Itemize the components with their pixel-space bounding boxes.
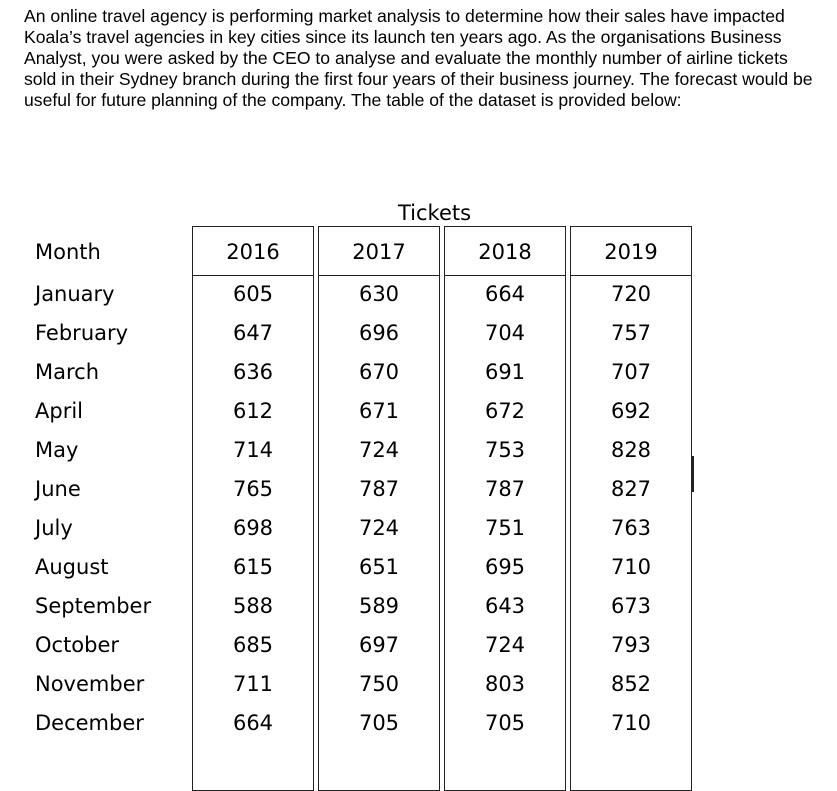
tickets-table: 2016 605 647 636 612 714 765 698 615 588… (192, 226, 692, 791)
ticket-value: 705 (358, 711, 400, 735)
table-title: Tickets (398, 201, 472, 225)
month-label: January (35, 282, 115, 306)
ticket-value: 765 (232, 477, 274, 501)
ticket-value: 710 (610, 555, 652, 579)
year-header: 2016 (192, 226, 314, 276)
year-column-2019: 2019 720 757 707 692 828 827 763 710 673… (570, 226, 692, 791)
ticket-value: 643 (484, 594, 526, 618)
year-column-2017: 2017 630 696 670 671 724 787 724 651 589… (318, 226, 440, 791)
ticket-value: 664 (484, 282, 526, 306)
intro-paragraph: An online travel agency is performing ma… (24, 6, 813, 110)
month-label: February (35, 321, 129, 345)
ticket-value: 698 (232, 516, 274, 540)
month-label: May (35, 438, 79, 462)
year-column-2016: 2016 605 647 636 612 714 765 698 615 588… (192, 226, 314, 791)
ticket-value: 753 (484, 438, 526, 462)
ticket-value: 803 (484, 672, 526, 696)
ticket-value: 647 (232, 321, 274, 345)
ticket-value: 852 (610, 672, 652, 696)
ticket-value: 705 (484, 711, 526, 735)
month-label: March (35, 360, 100, 384)
ticket-value: 707 (610, 360, 652, 384)
month-label: December (35, 711, 144, 735)
ticket-value: 589 (358, 594, 400, 618)
ticket-value: 710 (610, 711, 652, 735)
ticket-value: 720 (610, 282, 652, 306)
ticket-value: 751 (484, 516, 526, 540)
month-label: September (35, 594, 152, 618)
year-values: 630 696 670 671 724 787 724 651 589 697 … (318, 276, 440, 791)
ticket-value: 697 (358, 633, 400, 657)
month-column-header: Month (35, 240, 101, 264)
year-header: 2019 (570, 226, 692, 276)
ticket-value: 787 (484, 477, 526, 501)
year-column-2018: 2018 664 704 691 672 753 787 751 695 643… (444, 226, 566, 791)
ticket-value: 704 (484, 321, 526, 345)
ticket-value: 724 (484, 633, 526, 657)
ticket-value: 757 (610, 321, 652, 345)
year-values: 720 757 707 692 828 827 763 710 673 793 … (570, 276, 692, 791)
ticket-value: 588 (232, 594, 274, 618)
month-label: April (35, 399, 83, 423)
ticket-value: 787 (358, 477, 400, 501)
month-label: August (35, 555, 109, 579)
year-values: 664 704 691 672 753 787 751 695 643 724 … (444, 276, 566, 791)
ticket-value: 612 (232, 399, 274, 423)
ticket-value: 685 (232, 633, 274, 657)
month-label: June (35, 477, 81, 501)
year-values: 605 647 636 612 714 765 698 615 588 685 … (192, 276, 314, 791)
ticket-value: 692 (610, 399, 652, 423)
year-header: 2018 (444, 226, 566, 276)
ticket-value: 711 (232, 672, 274, 696)
month-label: November (35, 672, 145, 696)
cell-border-artifact (692, 456, 694, 492)
ticket-value: 750 (358, 672, 400, 696)
ticket-value: 691 (484, 360, 526, 384)
ticket-value: 670 (358, 360, 400, 384)
year-header: 2017 (318, 226, 440, 276)
ticket-value: 696 (358, 321, 400, 345)
ticket-value: 636 (232, 360, 274, 384)
ticket-value: 672 (484, 399, 526, 423)
ticket-value: 724 (358, 516, 400, 540)
ticket-value: 673 (610, 594, 652, 618)
ticket-value: 827 (610, 477, 652, 501)
month-label: October (35, 633, 120, 657)
ticket-value: 763 (610, 516, 652, 540)
month-column: January February March April May June Ju… (35, 280, 151, 748)
ticket-value: 630 (358, 282, 400, 306)
ticket-value: 651 (358, 555, 400, 579)
ticket-value: 724 (358, 438, 400, 462)
ticket-value: 664 (232, 711, 274, 735)
ticket-value: 615 (232, 555, 274, 579)
ticket-value: 671 (358, 399, 400, 423)
ticket-value: 695 (484, 555, 526, 579)
ticket-value: 714 (232, 438, 274, 462)
ticket-value: 793 (610, 633, 652, 657)
ticket-value: 605 (232, 282, 274, 306)
ticket-value: 828 (610, 438, 652, 462)
month-label: July (35, 516, 73, 540)
